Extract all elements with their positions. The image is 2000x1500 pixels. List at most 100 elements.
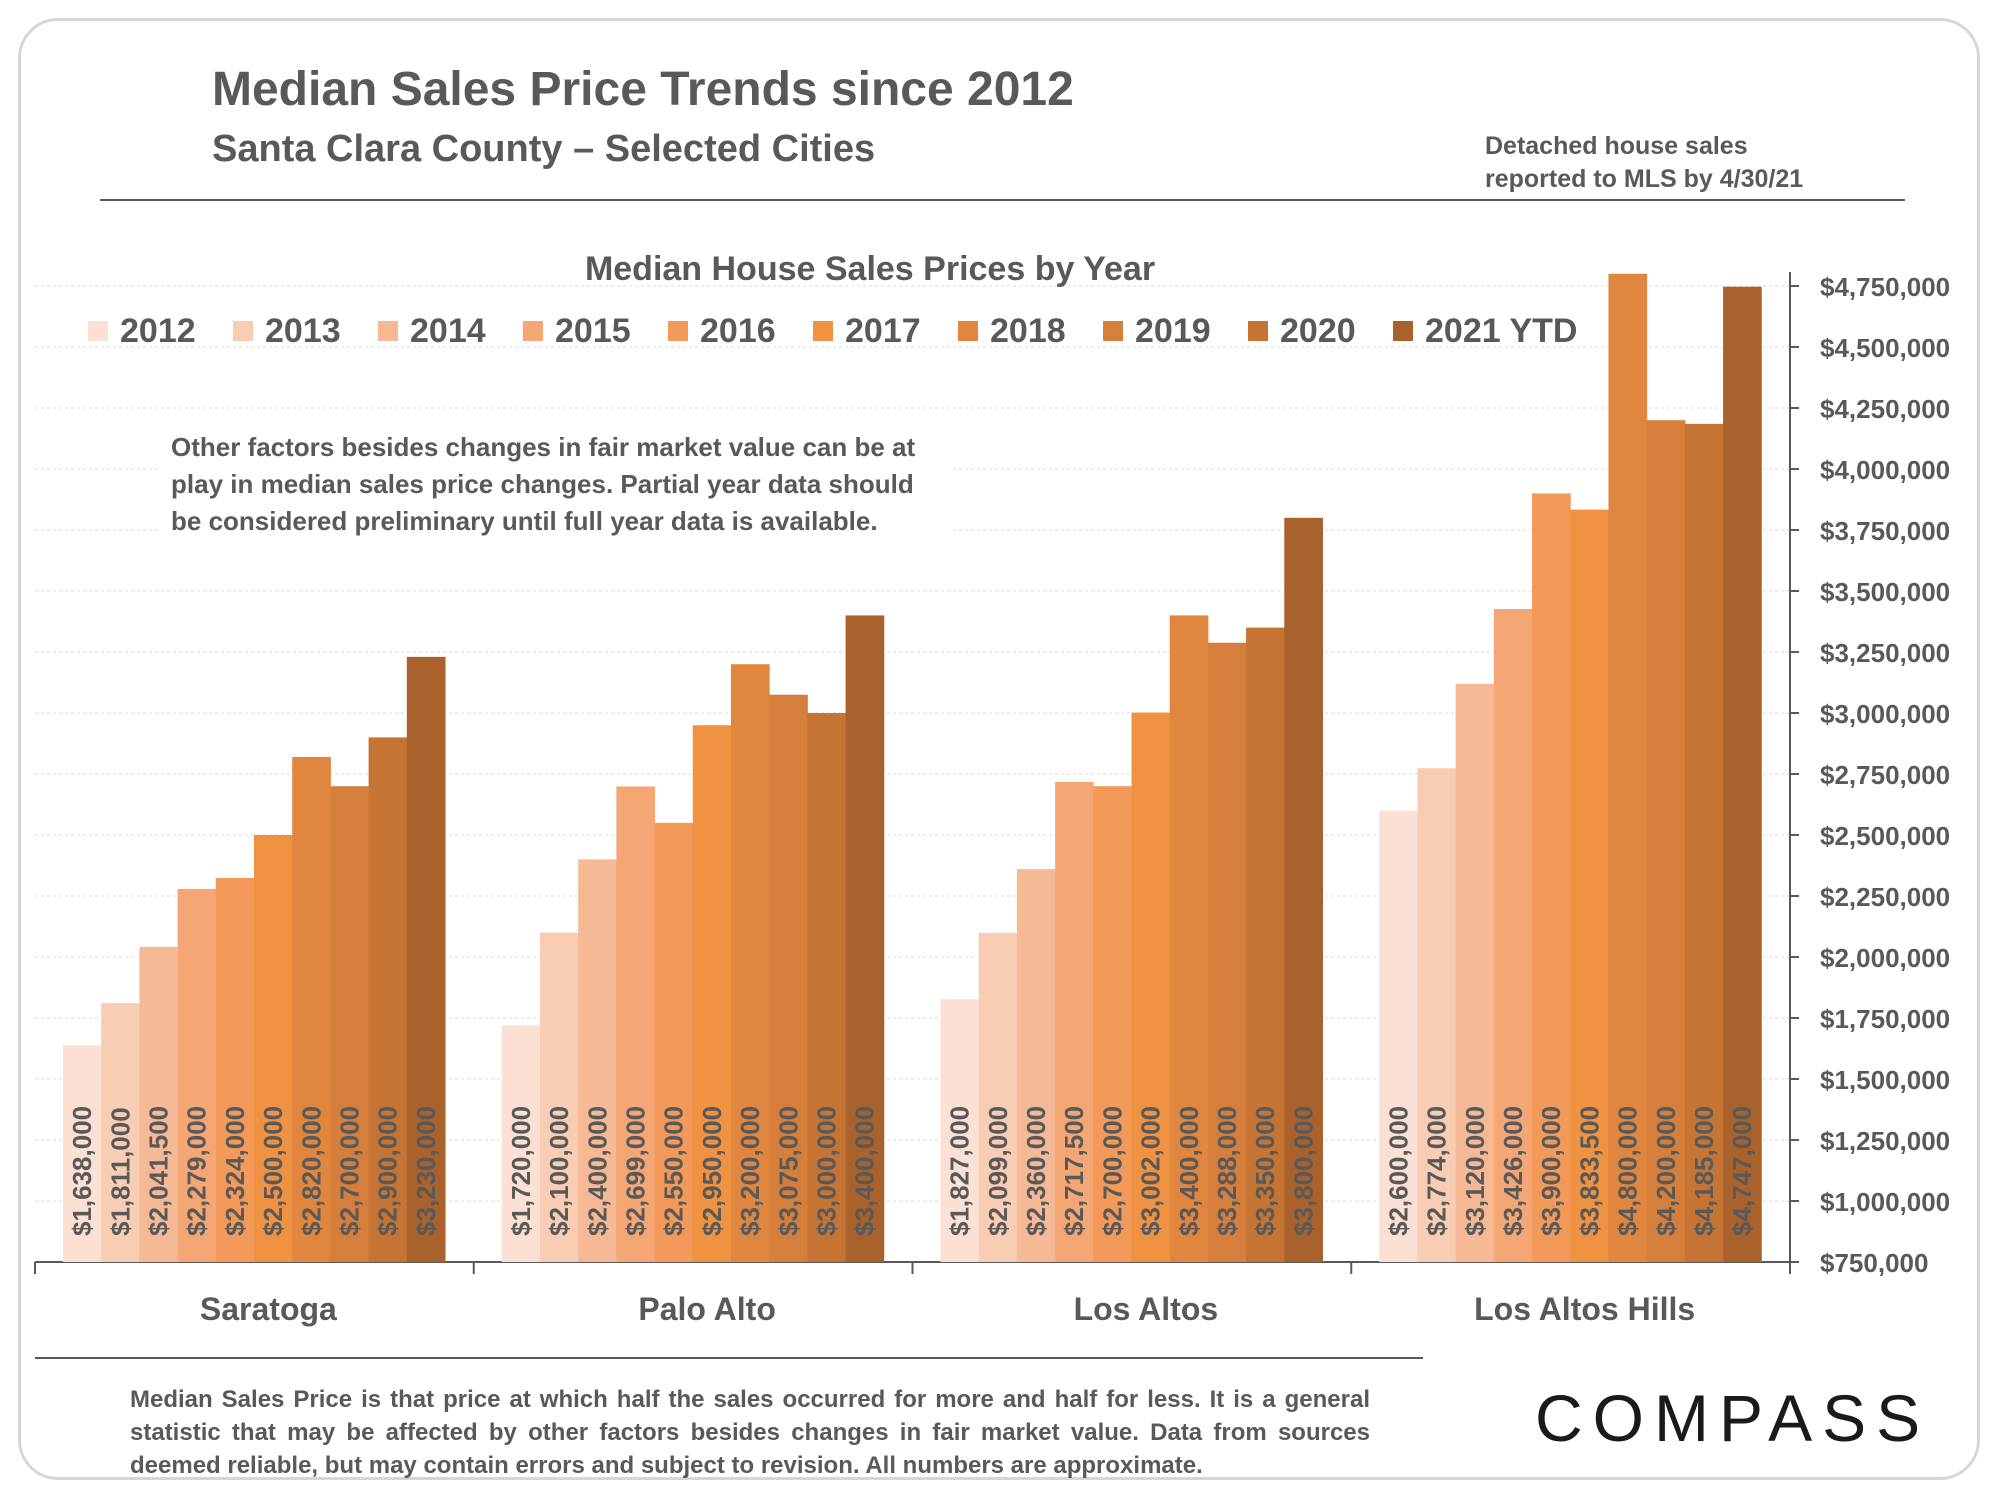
bar [1723, 286, 1762, 1262]
bar [1455, 683, 1495, 1262]
legend-label: 2021 YTD [1425, 312, 1577, 350]
bar [1246, 627, 1285, 1262]
header-divider [100, 199, 1905, 201]
bar [539, 932, 579, 1262]
bar [730, 664, 770, 1262]
bar [1093, 786, 1132, 1262]
legend-label: 2013 [265, 312, 341, 350]
bar-value-label: $2,820,000 [296, 1106, 326, 1236]
bar [1532, 493, 1571, 1262]
bar-value-label: $1,638,000 [67, 1106, 97, 1236]
bar-value-label: $4,185,000 [1689, 1106, 1719, 1236]
legend-label: 2020 [1280, 312, 1356, 350]
footer-caption: Median Sales Price is that price at whic… [130, 1386, 1370, 1479]
bar-value-label: $3,900,000 [1536, 1106, 1566, 1236]
bar-value-label: $3,230,000 [411, 1106, 441, 1236]
bar [1493, 609, 1533, 1262]
legend-swatch [1248, 321, 1268, 341]
legend-label: 2017 [845, 312, 921, 350]
bar-value-label: $3,800,000 [1288, 1106, 1318, 1236]
bar-value-label: $2,717,500 [1059, 1106, 1089, 1236]
bar [1169, 615, 1209, 1262]
category-label: Palo Alto [638, 1291, 775, 1327]
bar-value-label: $1,827,000 [945, 1106, 975, 1236]
legend-label: 2012 [120, 312, 196, 350]
legend-swatch [668, 321, 688, 341]
page-subtitle: Santa Clara County – Selected Cities [212, 128, 876, 170]
bar [63, 1045, 102, 1262]
bar-value-label: $3,075,000 [773, 1106, 803, 1236]
category-label: Saratoga [200, 1291, 337, 1327]
bar [139, 946, 179, 1262]
y-tick-label: $4,250,000 [1820, 394, 1950, 424]
category-label: Los Altos Hills [1474, 1291, 1695, 1327]
bar-value-label: $2,700,000 [335, 1106, 365, 1236]
legend-swatch [378, 321, 398, 341]
bar [368, 737, 408, 1262]
legend-label: 2014 [410, 312, 486, 350]
bar [940, 999, 980, 1262]
bar [1417, 768, 1457, 1262]
bar [1284, 517, 1323, 1262]
bar [654, 822, 694, 1262]
annotation-text: play in median sales price changes. Part… [171, 469, 914, 499]
bar-value-label: $2,100,000 [544, 1106, 574, 1236]
bar-value-label: $2,700,000 [1097, 1106, 1127, 1236]
bar [101, 1003, 140, 1262]
bar-value-label: $3,002,000 [1136, 1106, 1166, 1236]
bar [1207, 642, 1247, 1262]
bar-value-label: $2,900,000 [373, 1106, 403, 1236]
legend-swatch [523, 321, 543, 341]
y-tick-label: $2,000,000 [1820, 943, 1950, 973]
category-label: Los Altos [1074, 1291, 1219, 1327]
y-tick-label: $3,500,000 [1820, 577, 1950, 607]
bar [769, 694, 808, 1262]
bar [1646, 420, 1686, 1262]
bar-value-label: $1,720,000 [506, 1106, 536, 1236]
bar-value-label: $3,400,000 [1174, 1106, 1204, 1236]
legend-swatch [233, 321, 253, 341]
data-source-note: Detached house sales reported to MLS by … [1485, 130, 1845, 196]
bar [254, 835, 293, 1262]
legend-label: 2019 [1135, 312, 1211, 350]
y-tick-label: $2,500,000 [1820, 821, 1950, 851]
bar [978, 932, 1018, 1262]
legend-swatch [88, 321, 108, 341]
bar [1055, 781, 1094, 1262]
bar-value-label: $2,774,000 [1422, 1106, 1452, 1236]
legend-swatch [813, 321, 833, 341]
bar-value-label: $2,600,000 [1383, 1106, 1413, 1236]
bar [177, 888, 217, 1262]
bar-value-label: $3,120,000 [1460, 1106, 1490, 1236]
bar [292, 756, 331, 1262]
y-tick-label: $1,750,000 [1820, 1004, 1950, 1034]
bar [616, 786, 656, 1262]
y-tick-label: $2,250,000 [1820, 882, 1950, 912]
bar-value-label: $2,950,000 [697, 1106, 727, 1236]
bar-value-label: $2,500,000 [258, 1106, 288, 1236]
legend-label: 2016 [700, 312, 776, 350]
bar [1570, 509, 1609, 1263]
legend-swatch [1103, 321, 1123, 341]
compass-logo: COMPASS [1535, 1381, 1931, 1455]
y-tick-label: $1,500,000 [1820, 1065, 1950, 1095]
bar-value-label: $4,200,000 [1651, 1106, 1681, 1236]
bar-value-label: $3,000,000 [811, 1106, 841, 1236]
annotation-background [160, 420, 950, 550]
bar-value-label: $4,800,000 [1613, 1106, 1643, 1236]
data-source-note-line2: reported to MLS by 4/30/21 [1485, 165, 1804, 193]
bar-value-label: $3,426,000 [1498, 1106, 1528, 1236]
bar-value-label: $2,699,000 [620, 1106, 650, 1236]
bar [807, 713, 847, 1262]
bar-value-label: $3,200,000 [735, 1106, 765, 1236]
bar-value-label: $4,747,000 [1727, 1106, 1757, 1236]
y-tick-label: $4,750,000 [1820, 272, 1950, 302]
footer-divider [35, 1357, 1423, 1359]
bar-value-label: $2,360,000 [1021, 1106, 1051, 1236]
bar [578, 859, 617, 1262]
bar-value-label: $2,400,000 [582, 1106, 612, 1236]
y-tick-label: $1,250,000 [1820, 1126, 1950, 1156]
bar-value-label: $3,833,500 [1574, 1106, 1604, 1236]
y-tick-label: $3,000,000 [1820, 699, 1950, 729]
bar [692, 725, 732, 1262]
